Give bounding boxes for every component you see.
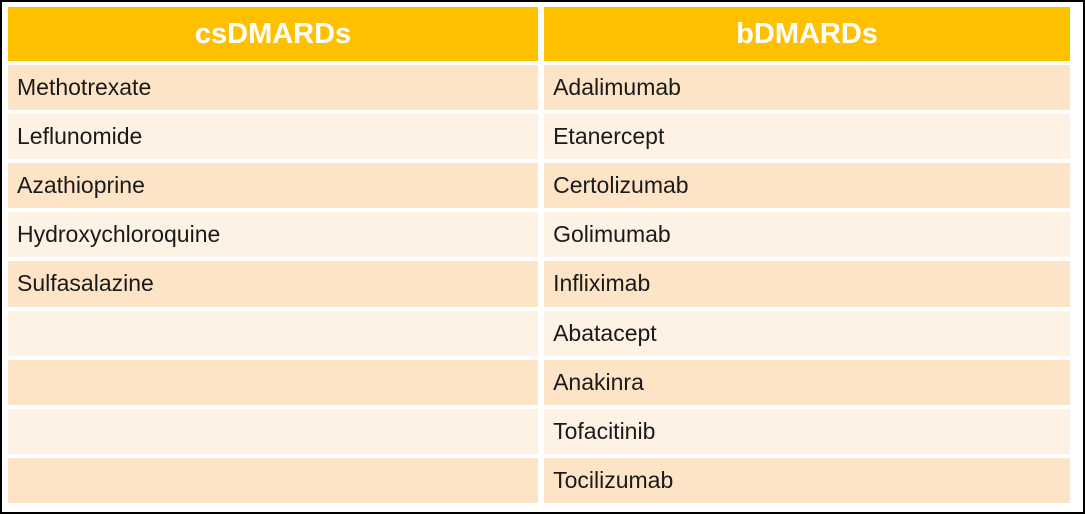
table-cell: Tocilizumab (544, 457, 1070, 503)
table-cell (8, 310, 539, 356)
table-column-bdmards: bDMARDs Adalimumab Etanercept Certolizumab… (544, 7, 1070, 503)
table-cell (8, 457, 539, 503)
table-cell: Golimumab (544, 212, 1070, 258)
table-cell: Hydroxychloroquine (8, 212, 539, 258)
column-body-csdmards: Methotrexate Leflunomide Azathioprine Hydro… (8, 65, 539, 503)
table-cell: Tofacitinib (544, 408, 1070, 454)
table-cell: Methotrexate (8, 65, 539, 111)
table-column-csdmards: csDMARDs Methotrexate Leflunomide Azathiop… (8, 7, 539, 503)
table-cell: Leflunomide (8, 114, 539, 160)
table-cell: Adalimumab (544, 65, 1070, 111)
column-header-bdmards: bDMARDs (544, 7, 1070, 61)
table-cell: Azathioprine (8, 163, 539, 209)
table-cell: Abatacept (544, 310, 1070, 356)
table-cell: Certolizumab (544, 163, 1070, 209)
table-cell: Infliximab (544, 261, 1070, 307)
dmards-table: csDMARDs Methotrexate Leflunomide Azathiop… (8, 7, 1070, 503)
table-cell: Sulfasalazine (8, 261, 539, 307)
table-cell: Etanercept (544, 114, 1070, 160)
column-header-csdmards: csDMARDs (8, 7, 539, 61)
table-cell: Anakinra (544, 359, 1070, 405)
table-cell (8, 408, 539, 454)
table-cell (8, 359, 539, 405)
column-body-bdmards: Adalimumab Etanercept Certolizumab Golimuma… (544, 65, 1070, 503)
